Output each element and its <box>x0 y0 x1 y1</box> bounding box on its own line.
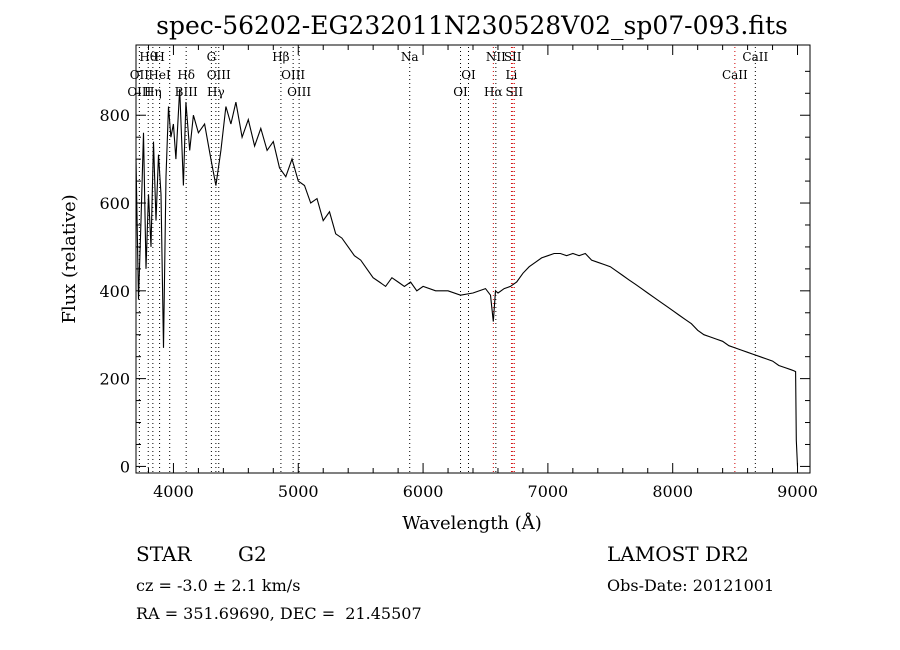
chart-title: spec-56202-EG232011N230528V02_sp07-093.f… <box>156 11 788 40</box>
spectral-line-label: Hη <box>144 85 162 99</box>
spectrum-series-group <box>135 88 799 467</box>
spectral-line-label: OIII <box>127 85 151 99</box>
spectral-line-label: Hβ <box>272 50 289 64</box>
survey-name: LAMOST DR2 <box>607 542 749 566</box>
x-axis-label: Wavelength (Å) <box>402 512 542 534</box>
spectral-line-label: Hγ <box>207 85 225 99</box>
spectral-line-label: H <box>154 50 164 64</box>
spectral-line-label: CaII <box>722 68 748 82</box>
spectral-line-label: Li <box>506 68 518 82</box>
spectral-line-label: OII <box>130 68 150 82</box>
spectral-line-label: NII <box>486 50 506 64</box>
x-tick-label: 7000 <box>528 482 569 501</box>
x-tick-label: 4000 <box>153 482 194 501</box>
spectral-line-label: SII <box>504 50 522 64</box>
x-tick-label: 5000 <box>278 482 319 501</box>
spectral-line-label: BIII <box>175 85 198 99</box>
spectral-line-label: HeI <box>148 68 171 82</box>
spectral-line-label: SII <box>505 85 523 99</box>
y-tick-label: 200 <box>99 370 130 389</box>
spectral-line-label: OI <box>461 68 476 82</box>
y-tick-label: 0 <box>120 457 130 476</box>
y-tick-label: 800 <box>99 106 130 125</box>
spectral-line-label: OI <box>453 85 468 99</box>
x-tick-label: 8000 <box>652 482 693 501</box>
spectral-line-label: Hδ <box>177 68 195 82</box>
object-subclass: G2 <box>238 542 267 566</box>
spectral-line-label: OIII <box>207 68 231 82</box>
spectral-line-markers <box>138 47 756 473</box>
spectrum-line <box>135 88 799 467</box>
y-tick-label: 400 <box>99 282 130 301</box>
x-tick-label: 9000 <box>777 482 818 501</box>
spectral-line-label: CaII <box>742 50 768 64</box>
y-axis-label: Flux (relative) <box>59 194 80 323</box>
spectral-line-label: Na <box>401 50 419 64</box>
x-tick-label: 6000 <box>403 482 444 501</box>
spectral-line-label: Hθ <box>139 50 157 64</box>
axis-ticks: 4000 5000 6000 7000 8000 9000 0 200 400 600 800 <box>99 45 818 501</box>
spectral-line-label: Hα <box>484 85 503 99</box>
spectral-line-label: OIII <box>281 68 305 82</box>
y-tick-label: 600 <box>99 194 130 213</box>
object-class: STAR <box>136 542 192 566</box>
spectral-line-label: G <box>207 50 217 64</box>
obs-date-text: Obs-Date: 20121001 <box>607 576 775 595</box>
spectral-line-label: OIII <box>287 85 311 99</box>
redshift-text: cz = -3.0 ± 2.1 km/s <box>136 576 301 595</box>
coordinates-text: RA = 351.69690, DEC = 21.45507 <box>136 604 422 623</box>
